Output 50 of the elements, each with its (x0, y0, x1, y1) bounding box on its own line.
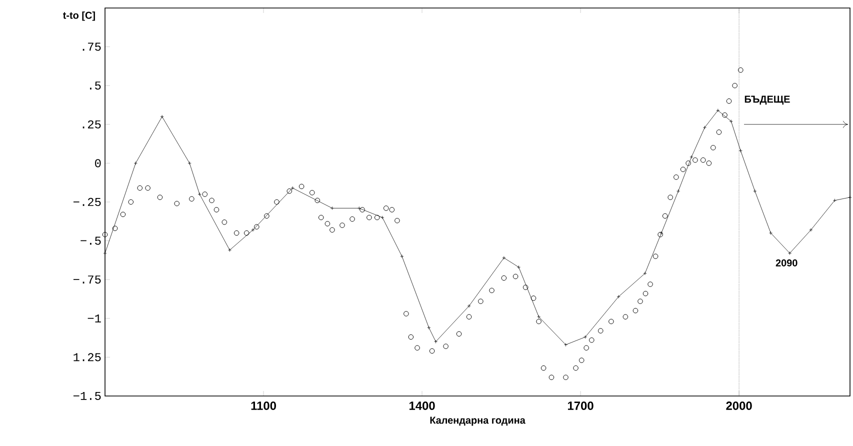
point (198, 192, 202, 196)
y-tick-label: −.5 (80, 236, 101, 245)
point (400, 254, 404, 258)
y-tick-label: .75 (82, 42, 101, 51)
x-tick-label: 1400 (409, 402, 435, 410)
y-tick-label: 1.25 (74, 353, 101, 362)
annotation: БЪДЕЩЕ (744, 96, 790, 105)
y-tick-label: −1.5 (73, 392, 101, 400)
x-axis-title: Календарна година (430, 416, 526, 426)
x-tick-label: 1700 (568, 402, 594, 410)
y-tick-label: 0 (95, 159, 101, 168)
point (832, 198, 836, 202)
point (738, 148, 742, 153)
y-tick-label: −1 (88, 314, 101, 322)
point (160, 114, 164, 118)
point (616, 294, 620, 298)
point (788, 251, 792, 255)
point (357, 206, 361, 210)
x-tick-label: 2000 (726, 402, 752, 410)
point (134, 161, 138, 165)
point (676, 189, 680, 193)
y-tick-label: −.25 (73, 198, 101, 206)
point (290, 186, 294, 190)
point (702, 126, 706, 130)
point (434, 340, 438, 344)
y-axis-title: t-to [C] (63, 12, 95, 21)
point (537, 315, 541, 319)
point (768, 231, 773, 235)
point (660, 231, 664, 235)
y-tick-label: .5 (90, 82, 101, 90)
y-tick-label: .25 (82, 120, 101, 128)
point (643, 272, 647, 276)
y-tick-label: −.75 (73, 276, 101, 284)
point (690, 155, 694, 159)
annotation: 2090 (776, 259, 798, 266)
point (188, 161, 192, 165)
point (330, 206, 334, 210)
point (753, 189, 757, 193)
point (716, 108, 720, 112)
point (251, 228, 255, 232)
point (564, 342, 568, 347)
point (729, 119, 733, 124)
point (228, 248, 232, 252)
x-tick-label: 1100 (251, 402, 276, 410)
point (467, 304, 471, 308)
point (516, 265, 521, 269)
point (809, 228, 813, 232)
point (502, 256, 506, 260)
point (427, 326, 431, 330)
point (584, 335, 588, 339)
